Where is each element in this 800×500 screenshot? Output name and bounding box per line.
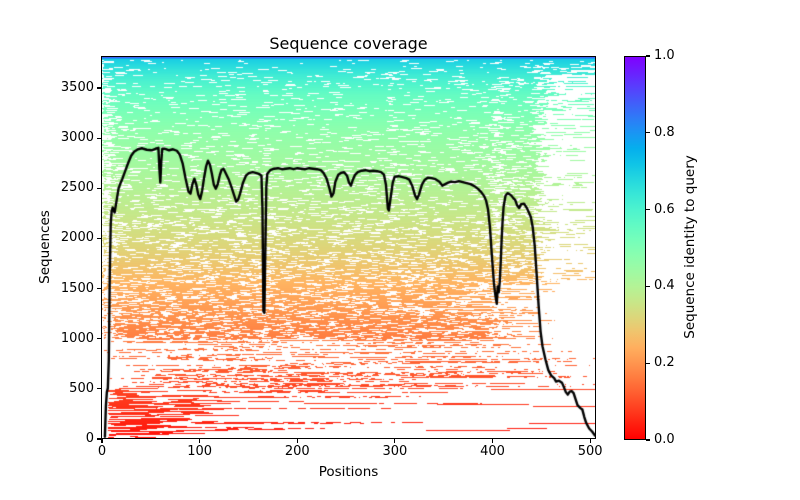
- colorbar-tick-label: 0.4: [654, 278, 675, 294]
- y-tick: [97, 388, 101, 390]
- colorbar-tick-label: 0.2: [654, 355, 675, 371]
- y-tick-label: 1000: [60, 330, 94, 346]
- colorbar-tick: [646, 362, 650, 364]
- x-tick: [491, 439, 494, 443]
- x-tick: [589, 439, 591, 443]
- y-tick-label: 3000: [60, 130, 94, 146]
- y-tick: [97, 237, 101, 240]
- x-tick-label: 0: [97, 444, 107, 459]
- colorbar-tick: [646, 285, 650, 287]
- colorbar-tick: [646, 55, 650, 57]
- colorbar-gradient: [625, 57, 645, 439]
- x-tick-label: 200: [284, 444, 310, 459]
- y-tick: [97, 187, 101, 189]
- colorbar-tick-label: 1.0: [654, 48, 675, 63]
- colorbar-tick-label: 0.0: [654, 432, 675, 447]
- x-tick-label: 100: [187, 444, 213, 459]
- x-tick-label: 500: [577, 444, 603, 459]
- y-tick-label: 2000: [60, 230, 94, 246]
- y-tick: [97, 438, 101, 440]
- x-tick: [199, 439, 201, 443]
- colorbar-tick: [646, 209, 650, 211]
- y-tick-label: 0: [85, 431, 94, 446]
- colorbar-tick: [646, 439, 650, 441]
- y-tick: [97, 288, 101, 290]
- x-tick-label: 300: [382, 444, 408, 459]
- colorbar: [624, 56, 646, 440]
- y-tick: [97, 338, 101, 340]
- colorbar-tick-label: 0.6: [654, 201, 675, 217]
- x-tick: [296, 439, 298, 443]
- y-tick-label: 3500: [60, 80, 94, 96]
- x-axis-label: Positions: [318, 464, 379, 480]
- y-tick: [97, 87, 101, 89]
- y-tick: [97, 137, 101, 139]
- chart-title: Sequence coverage: [269, 34, 428, 53]
- x-tick: [101, 439, 103, 443]
- msa-heatmap-canvas: [102, 57, 595, 438]
- y-axis-label: Sequences: [37, 210, 53, 284]
- colorbar-tick-label: 0.8: [654, 124, 675, 140]
- x-tick: [394, 439, 396, 443]
- x-tick-label: 400: [480, 444, 505, 459]
- y-tick-label: 1500: [60, 280, 94, 296]
- colorbar-tick: [646, 132, 650, 134]
- y-tick-label: 2500: [60, 180, 94, 196]
- y-tick-label: 500: [69, 380, 94, 396]
- colorbar-label: Sequence identity to query: [682, 155, 698, 339]
- plot-area: [101, 56, 596, 439]
